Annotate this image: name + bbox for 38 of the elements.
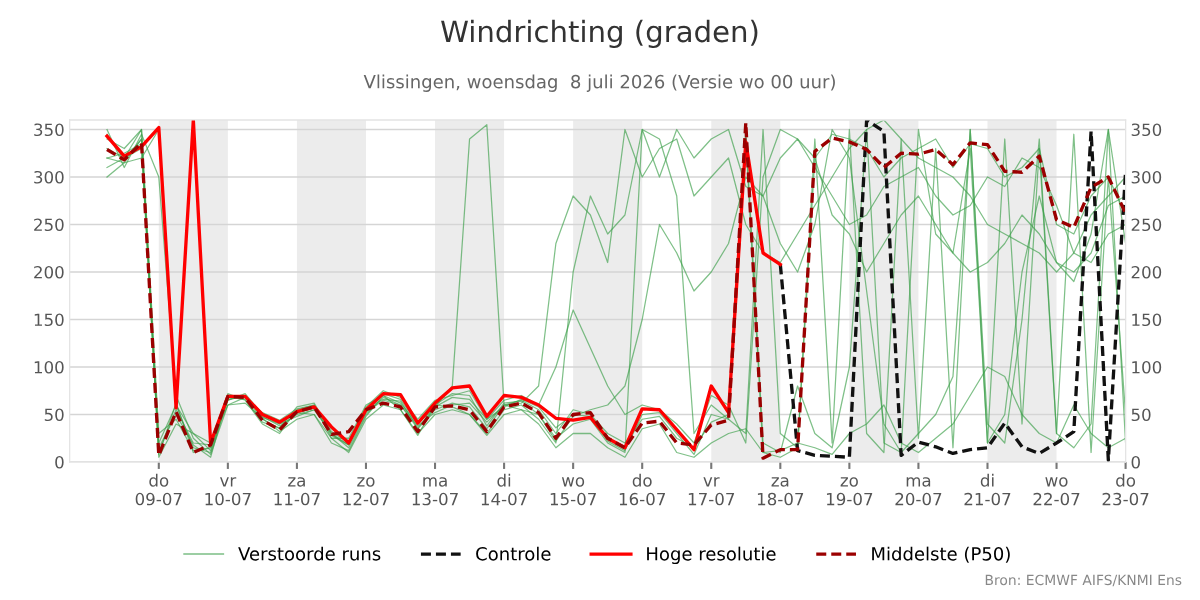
y2-tick-label: 50 xyxy=(1131,408,1151,422)
x-tick-label: za 11-07 xyxy=(274,477,320,506)
y-tick-label: 50 xyxy=(44,408,64,422)
y-tick-label: 100 xyxy=(34,360,64,374)
y2-tick-label: 200 xyxy=(1131,265,1162,279)
x-tick-label: wo 22-07 xyxy=(1033,477,1080,506)
x-tick-label: zo 19-07 xyxy=(826,477,873,506)
chart-title: Windrichting (graden) xyxy=(441,19,758,49)
y2-tick-label: 300 xyxy=(1131,170,1162,184)
y-tick-label: 150 xyxy=(34,313,64,327)
y-tick-label: 250 xyxy=(34,218,64,232)
x-tick-label: ma 20-07 xyxy=(895,477,942,506)
y2-tick-label: 100 xyxy=(1132,360,1162,374)
x-tick-label: vr 10-07 xyxy=(205,477,251,506)
x-tick-label: za 18-07 xyxy=(757,477,804,506)
legend-label: Middelste (P50) xyxy=(872,546,1010,563)
y2-tick-label: 150 xyxy=(1132,313,1162,327)
x-tick-label: do 09-07 xyxy=(135,473,182,506)
y-tick-label: 0 xyxy=(55,455,64,469)
x-tick-label: di 14-07 xyxy=(481,473,527,506)
x-tick-label: vr 17-07 xyxy=(688,477,735,506)
legend-label: Controle xyxy=(476,546,551,561)
y-tick-label: 200 xyxy=(34,265,64,279)
x-tick-label: di 21-07 xyxy=(964,473,1011,506)
y-tick-label: 300 xyxy=(34,170,64,184)
x-tick-label: ma 13-07 xyxy=(412,477,458,506)
legend-label: Hoge resolutie xyxy=(647,546,776,565)
y2-tick-label: 350 xyxy=(1131,123,1162,137)
text: Bron: ECMWF AIFS/KNMI Ens xyxy=(985,574,1182,587)
x-tick-label: zo 12-07 xyxy=(343,477,389,506)
chart-subtitle: Vlissingen, woensdag 8 juli 2026 (Versie wo 00 uur) xyxy=(363,74,835,92)
y2-tick-label: 250 xyxy=(1131,218,1162,232)
x-tick-label: do 23-07 xyxy=(1102,473,1149,506)
x-tick-label: do 16-07 xyxy=(619,473,665,506)
y2-tick-label: 0 xyxy=(1131,455,1140,469)
x-tick-label: wo 15-07 xyxy=(550,477,596,506)
y-tick-label: 350 xyxy=(34,123,64,137)
legend-label: Verstoorde runs xyxy=(238,546,381,561)
